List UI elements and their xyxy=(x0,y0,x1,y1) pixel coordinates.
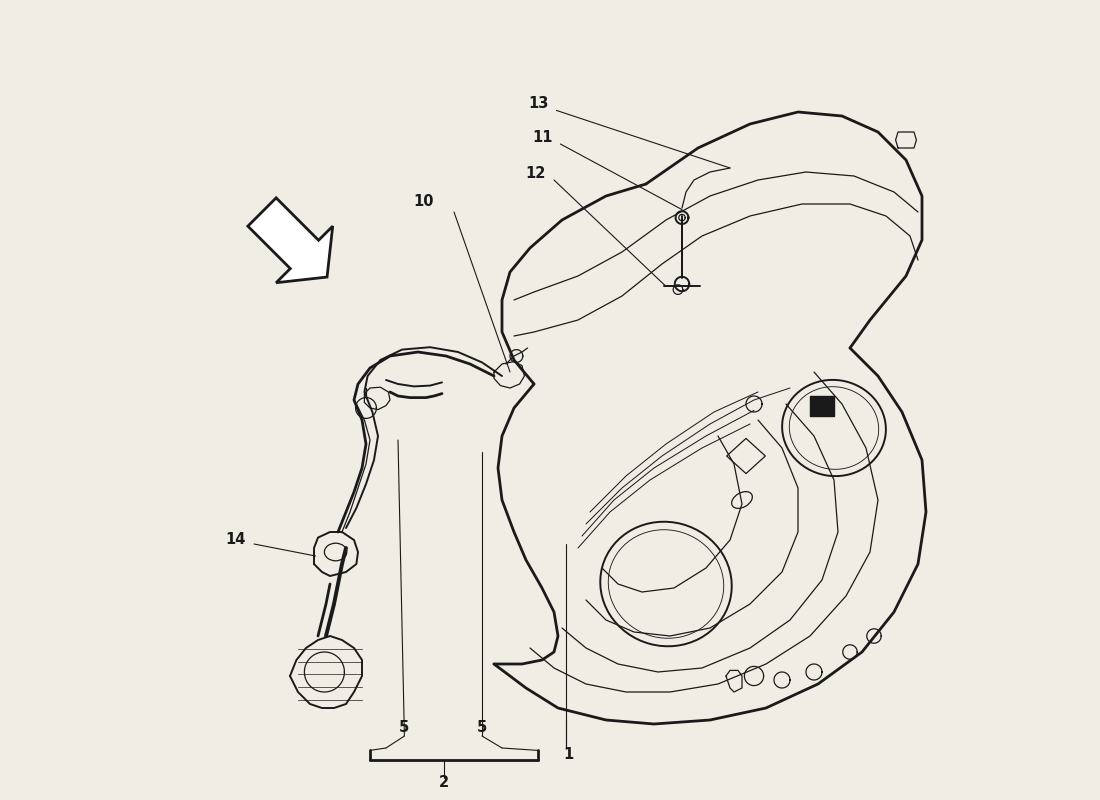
Polygon shape xyxy=(810,396,834,416)
Text: 5: 5 xyxy=(399,721,409,735)
Text: 14: 14 xyxy=(226,533,246,547)
Text: 13: 13 xyxy=(528,97,549,111)
Text: 1: 1 xyxy=(563,747,573,762)
Text: 5: 5 xyxy=(477,721,487,735)
Text: 11: 11 xyxy=(532,130,552,145)
Text: 2: 2 xyxy=(439,775,450,790)
Polygon shape xyxy=(248,198,332,282)
Text: 12: 12 xyxy=(526,166,546,181)
Text: 10: 10 xyxy=(414,194,435,209)
